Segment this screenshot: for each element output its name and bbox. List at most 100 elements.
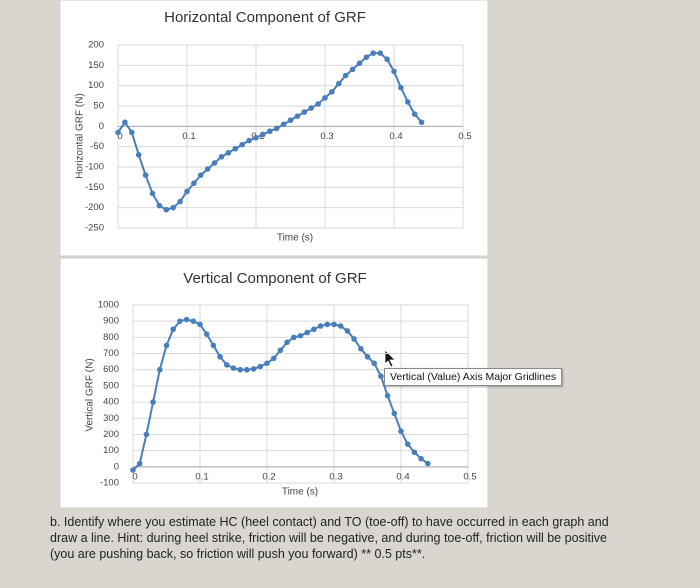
x-tick-label: 0 — [117, 131, 122, 142]
data-point — [211, 160, 218, 166]
data-point — [184, 188, 190, 195]
data-point — [337, 323, 344, 329]
data-point — [280, 121, 287, 128]
x-tick-label: 0.4 — [389, 131, 402, 142]
data-point — [284, 339, 290, 346]
question-text: b. Identify where you estimate HC (heel … — [50, 515, 609, 561]
data-point — [418, 119, 425, 126]
x-axis-title: Time (s) — [282, 487, 318, 498]
data-point — [217, 353, 223, 360]
data-point — [377, 50, 384, 56]
y-tick-label: -200 — [85, 202, 104, 213]
data-point — [250, 366, 257, 372]
data-point — [311, 326, 317, 333]
data-point — [232, 145, 239, 152]
data-point — [411, 111, 418, 117]
data-point — [143, 431, 150, 438]
data-point — [156, 202, 163, 209]
data-point — [411, 449, 418, 456]
data-point — [404, 441, 411, 447]
data-point — [277, 347, 284, 354]
x-tick-label: 0.3 — [329, 471, 342, 482]
y-tick-label: 300 — [103, 413, 119, 424]
chart-title: Horizontal Component of GRF — [164, 9, 366, 26]
y-tick-label: -250 — [85, 223, 104, 234]
data-point — [150, 399, 156, 405]
data-point — [297, 332, 304, 339]
data-point — [225, 149, 232, 156]
data-point — [363, 54, 370, 60]
data-point — [425, 460, 431, 467]
data-point — [308, 105, 315, 111]
x-tick-label: 0.3 — [320, 131, 333, 142]
data-point — [142, 172, 149, 178]
data-point — [264, 360, 270, 367]
data-point — [122, 119, 128, 126]
data-point — [294, 113, 301, 119]
x-tick-label: 0 — [132, 471, 137, 482]
data-point — [257, 363, 264, 370]
y-tick-label: -100 — [100, 478, 119, 489]
data-point — [384, 392, 391, 399]
data-point — [398, 84, 404, 91]
x-tick-label: 0.1 — [182, 131, 195, 142]
y-tick-label: 400 — [103, 397, 119, 408]
data-point — [291, 334, 297, 341]
data-point — [163, 206, 170, 213]
data-point — [183, 316, 190, 323]
data-point — [210, 342, 217, 349]
data-point — [224, 362, 230, 368]
data-point — [115, 129, 121, 136]
y-tick-label: 150 — [88, 60, 104, 71]
y-tick-label: 100 — [88, 80, 104, 91]
data-point — [349, 66, 356, 73]
data-point — [270, 355, 277, 362]
data-point — [204, 166, 211, 172]
data-point — [342, 72, 349, 79]
data-point — [177, 318, 183, 324]
y-tick-label: -100 — [85, 162, 104, 173]
data-point — [218, 154, 225, 160]
data-point — [304, 329, 311, 336]
y-tick-label: -50 — [90, 141, 104, 152]
data-point — [371, 360, 378, 367]
x-tick-label: 0.4 — [396, 471, 409, 482]
y-tick-label: 100 — [103, 445, 119, 456]
charts: Horizontal Component of GRF -250 -200 -150 -… — [59, 0, 489, 509]
data-point — [163, 342, 170, 349]
data-point — [356, 60, 363, 67]
y-tick-label: -150 — [85, 182, 104, 193]
data-point — [190, 318, 197, 324]
data-point — [198, 172, 204, 178]
data-point — [170, 326, 176, 333]
data-point — [170, 204, 176, 211]
data-point — [315, 101, 321, 107]
y-tick-label: 700 — [103, 348, 119, 359]
data-point — [324, 321, 331, 328]
y-tick-label: 0 — [114, 461, 119, 472]
data-point — [197, 321, 203, 328]
data-point — [331, 321, 337, 328]
y-tick-label: 0 — [99, 121, 104, 132]
data-point — [267, 128, 273, 135]
data-point — [287, 117, 294, 124]
data-point — [130, 467, 136, 473]
x-tick-label: 0.1 — [195, 471, 208, 482]
data-point — [149, 190, 156, 197]
y-tick-label: 50 — [93, 101, 104, 112]
data-point — [344, 328, 351, 334]
x-axis-title: Time (s) — [277, 233, 313, 244]
data-point — [358, 345, 364, 352]
data-point — [322, 95, 328, 101]
x-tick-label: 0.5 — [458, 131, 471, 142]
data-point — [191, 180, 197, 187]
data-point — [237, 366, 243, 373]
y-axis-title: Vertical GRF (N) — [85, 358, 96, 431]
data-point — [177, 198, 183, 205]
data-point — [391, 410, 398, 417]
y-tick-label: 200 — [88, 40, 104, 51]
data-point — [273, 125, 280, 132]
data-point — [136, 460, 143, 467]
data-point — [244, 366, 250, 373]
